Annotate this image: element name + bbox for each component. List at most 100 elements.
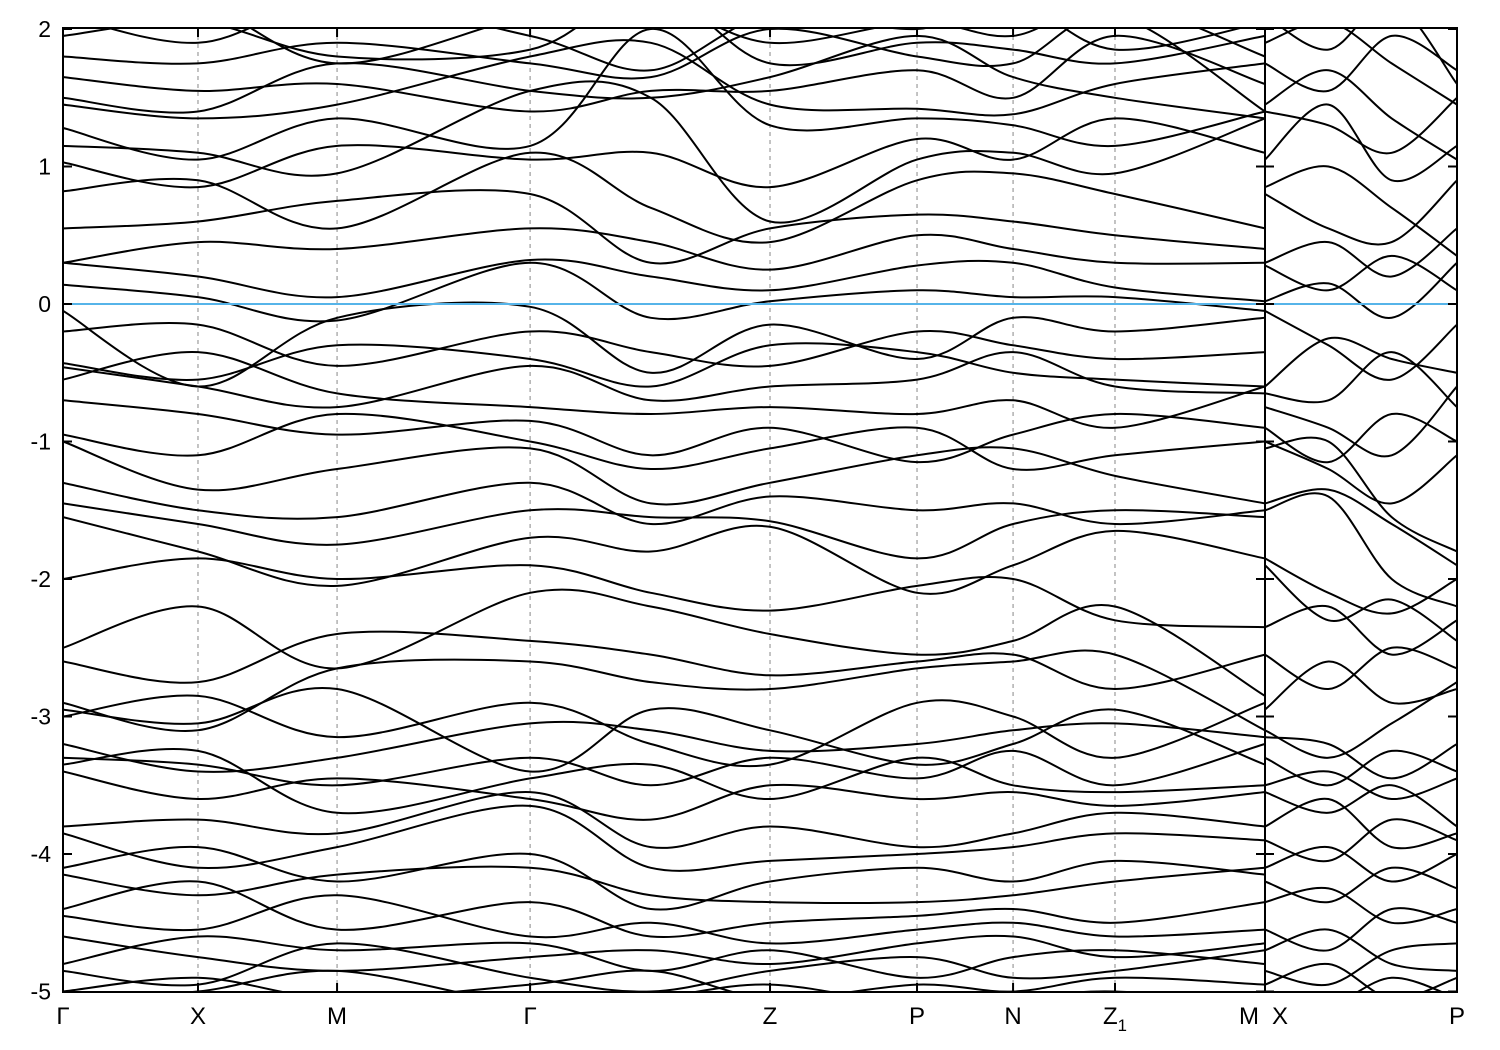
band-curve: [1264, 749, 1457, 787]
band-curve: [63, 588, 1266, 697]
band-curve: [63, 34, 1266, 113]
band-curve: [63, 694, 1266, 768]
band-curve: [63, 935, 1266, 979]
y-tick-label: -1: [31, 429, 51, 455]
k-point-label: N: [1004, 1003, 1021, 1030]
band-curve: [63, 942, 1266, 992]
band-curve: [1280, 28, 1457, 85]
band-curve: [1264, 103, 1457, 183]
band-curve: [63, 227, 1266, 271]
band-curve: [1264, 866, 1457, 904]
band-curve: [1264, 436, 1457, 553]
band-curve: [63, 322, 1266, 368]
band-curve: [63, 516, 1266, 595]
band-curve: [1264, 179, 1457, 246]
band-curve: [1264, 928, 1457, 972]
band-curve: [63, 34, 1266, 120]
band-curve: [63, 969, 1266, 992]
band-curve: [1264, 488, 1457, 567]
band-curve: [1264, 604, 1457, 656]
band-curve: [63, 934, 1266, 972]
band-curve: [63, 630, 1266, 691]
band-curve: [180, 969, 1143, 992]
band-curve: [1264, 492, 1457, 608]
y-tick-label: -5: [31, 979, 51, 1005]
band-curve: [63, 342, 1266, 388]
band-curve: [1264, 165, 1457, 257]
band-curve: [248, 28, 1266, 65]
k-point-label: Γ: [523, 1003, 536, 1030]
k-point-label: M: [327, 1003, 347, 1030]
band-curve: [1264, 440, 1457, 505]
y-tick-label: -3: [31, 704, 51, 730]
k-point-label: M: [1239, 1003, 1259, 1030]
band-curve: [63, 351, 1266, 409]
band-curve: [63, 770, 1266, 821]
band-curve: [1264, 69, 1457, 161]
band-curve: [1264, 351, 1457, 408]
y-tick-label: 0: [38, 291, 51, 317]
band-curve: [1264, 34, 1457, 93]
band-curve: [1264, 770, 1457, 801]
plot-frame: [62, 27, 1458, 993]
band-curve: [1264, 385, 1457, 458]
band-curve: [63, 28, 1266, 67]
band-curve: [63, 28, 1266, 113]
band-curve: [63, 151, 1266, 244]
k-point-label: P: [909, 1003, 925, 1030]
band-curve: [63, 117, 1266, 189]
band-curve: [63, 189, 1266, 265]
band-curve: [63, 502, 1266, 560]
band-curve: [63, 865, 1266, 904]
band-curve: [63, 747, 1266, 815]
y-tick-label: -2: [31, 566, 51, 592]
band-curve: [1264, 254, 1457, 292]
k-point-label: Γ: [56, 1003, 69, 1030]
y-tick-label: 2: [38, 16, 51, 42]
band-curve: [63, 845, 1266, 911]
k-point-label: P: [1449, 1003, 1465, 1030]
y-tick-label: 1: [38, 154, 51, 180]
band-curve: [1264, 736, 1457, 780]
band-curve: [105, 28, 1245, 72]
band-curve: [63, 743, 1266, 787]
band-curve: [1264, 412, 1457, 464]
band-curve: [63, 720, 1266, 773]
band-curve: [1264, 564, 1457, 642]
band-curve: [63, 440, 1266, 506]
band-curve: [63, 28, 1266, 161]
band-curve: [1264, 28, 1457, 106]
band-curve: [1264, 646, 1457, 691]
band-curve: [63, 649, 1266, 733]
band-curve: [63, 39, 1266, 120]
k-point-label: Z1: [1103, 1003, 1127, 1035]
band-curve: [1264, 907, 1457, 952]
band-curve: [63, 557, 1266, 629]
band-curve: [63, 880, 1266, 939]
band-curve: [1264, 784, 1457, 828]
band-curve: [1264, 557, 1457, 615]
band-curve: [63, 399, 1266, 464]
k-point-label: X: [190, 1003, 206, 1030]
band-curve: [63, 804, 1266, 872]
band-curve: [1264, 660, 1457, 711]
band-curve: [63, 351, 1266, 429]
k-point-label: X: [1272, 1003, 1288, 1030]
band-curve: [63, 412, 1266, 471]
band-curve: [63, 258, 1266, 303]
band-curve: [1264, 797, 1457, 850]
band-curve: [63, 261, 1266, 323]
band-curve: [1264, 886, 1457, 925]
k-point-label: Z: [763, 1003, 778, 1030]
band-curve: [63, 791, 1266, 849]
band-curve: [1264, 846, 1457, 883]
band-curve: [1264, 227, 1457, 278]
band-curve: [63, 894, 1266, 945]
band-curve: [1355, 976, 1445, 992]
band-curve: [63, 686, 1266, 773]
band-curve: [1264, 962, 1457, 992]
band-curve: [1264, 336, 1457, 388]
band-curve: [1264, 262, 1457, 319]
